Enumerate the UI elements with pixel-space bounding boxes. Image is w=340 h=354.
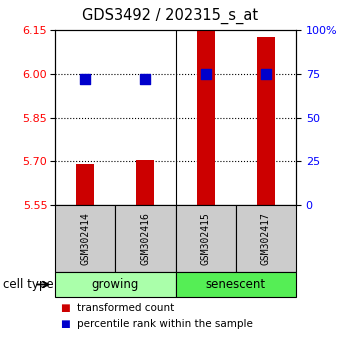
- Text: GSM302414: GSM302414: [80, 212, 90, 265]
- Text: transformed count: transformed count: [77, 303, 174, 313]
- Text: GSM302417: GSM302417: [261, 212, 271, 265]
- Point: [203, 71, 208, 76]
- Text: ■: ■: [60, 303, 70, 313]
- Text: percentile rank within the sample: percentile rank within the sample: [77, 319, 253, 329]
- Text: GSM302415: GSM302415: [201, 212, 210, 265]
- Bar: [257, 37, 275, 205]
- Text: growing: growing: [91, 278, 139, 291]
- Text: ■: ■: [60, 319, 70, 329]
- Text: cell type: cell type: [3, 278, 54, 291]
- Text: GDS3492 / 202315_s_at: GDS3492 / 202315_s_at: [82, 8, 258, 24]
- Bar: [197, 32, 215, 205]
- Text: GSM302416: GSM302416: [140, 212, 150, 265]
- Point: [263, 71, 269, 76]
- Bar: [136, 160, 154, 205]
- Point: [143, 76, 148, 82]
- Text: senescent: senescent: [206, 278, 266, 291]
- Point: [82, 76, 88, 82]
- Bar: [76, 164, 94, 205]
